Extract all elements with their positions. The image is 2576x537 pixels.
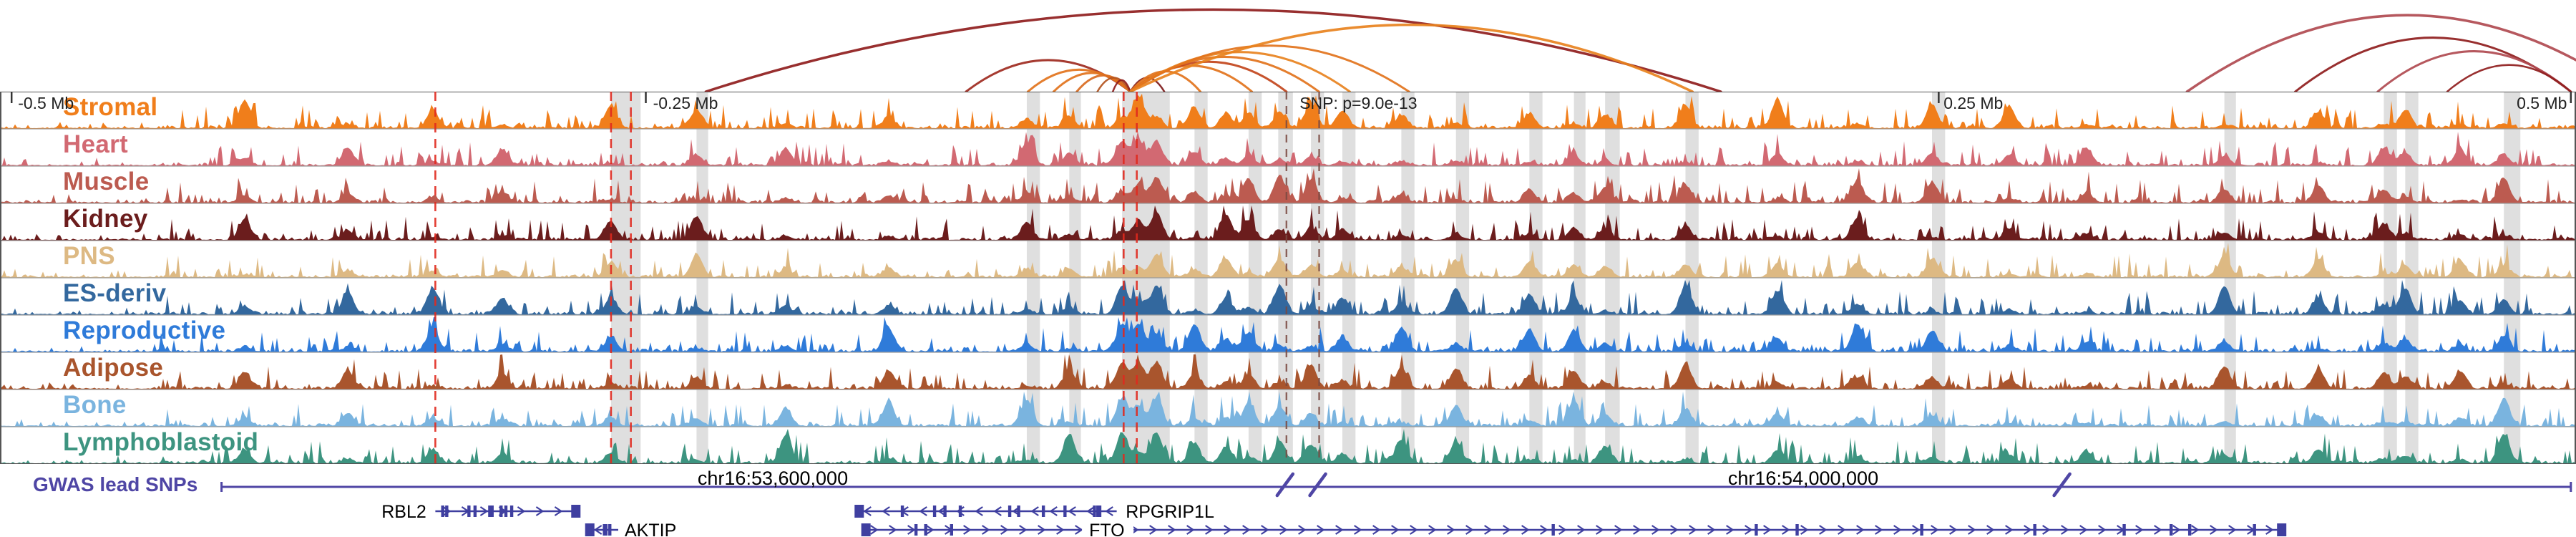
gene-label: FTO [1089,521,1125,537]
track-row-reproductive: Reproductive [0,315,2576,352]
track-row-kidney: Kidney [0,203,2576,241]
track-row-bone: Bone [0,390,2576,427]
track-signal [0,429,2576,464]
axis-label-0-5-mb: 0.5 Mb [2517,94,2567,112]
track-signal [0,131,2576,166]
track-rows: Stromal Heart Muscle Kidney PNS ES-deriv [0,92,2576,464]
snp-pvalue-label: SNP: p=9.0e-13 [1299,94,1418,112]
track-label: Reproductive [63,316,226,344]
track-label: PNS [63,242,115,270]
gwas-lead-snps-label: GWAS lead SNPs [33,473,198,495]
annotation-area: RBL2 AKTIP RPGRIP1L FTO GWAS lead SNPs chr1… [0,464,2576,537]
tracks-area: Stromal Heart Muscle Kidney PNS ES-deriv [0,92,2576,464]
coordinate-label-left: chr16:53,600,000 [697,468,849,489]
track-row-muscle: Muscle [0,166,2576,203]
track-row-lymphoblastoid: Lymphoblastoid [0,427,2576,464]
gene-label: RBL2 [381,502,426,522]
track-signal [0,280,2576,315]
axis-label-0-25-mb: 0.25 Mb [1943,94,2004,112]
track-label: Adipose [63,354,164,382]
gene-label: RPGRIP1L [1126,502,1214,522]
interaction-arcs [704,8,2576,92]
track-row-pns: PNS [0,241,2576,278]
axis-label-minus-0-25-mb: -0.25 Mb [653,94,718,112]
track-signal [0,205,2576,241]
track-row-stromal: Stromal [0,92,2576,129]
track-label: Lymphoblastoid [63,428,259,456]
track-label: Stromal [63,93,158,121]
track-signal [0,168,2576,203]
track-label: ES-deriv [63,279,167,307]
track-signal [0,243,2576,278]
axis-label-minus-0-5-mb: -0.5 Mb [18,94,74,112]
track-label: Kidney [63,205,148,233]
gene-label: AKTIP [625,521,676,537]
track-row-adipose: Adipose [0,352,2576,390]
track-signal [0,354,2576,390]
track-signal [0,317,2576,352]
track-signal [0,94,2576,129]
track-row-heart: Heart [0,129,2576,166]
grid-overlay [0,92,2576,464]
track-label: Muscle [63,168,150,195]
track-row-es-deriv: ES-deriv [0,278,2576,315]
track-signal [0,392,2576,427]
track-label: Bone [63,391,127,419]
coordinate-label-right: chr16:54,000,000 [1727,468,1879,489]
track-label: Heart [63,130,128,158]
